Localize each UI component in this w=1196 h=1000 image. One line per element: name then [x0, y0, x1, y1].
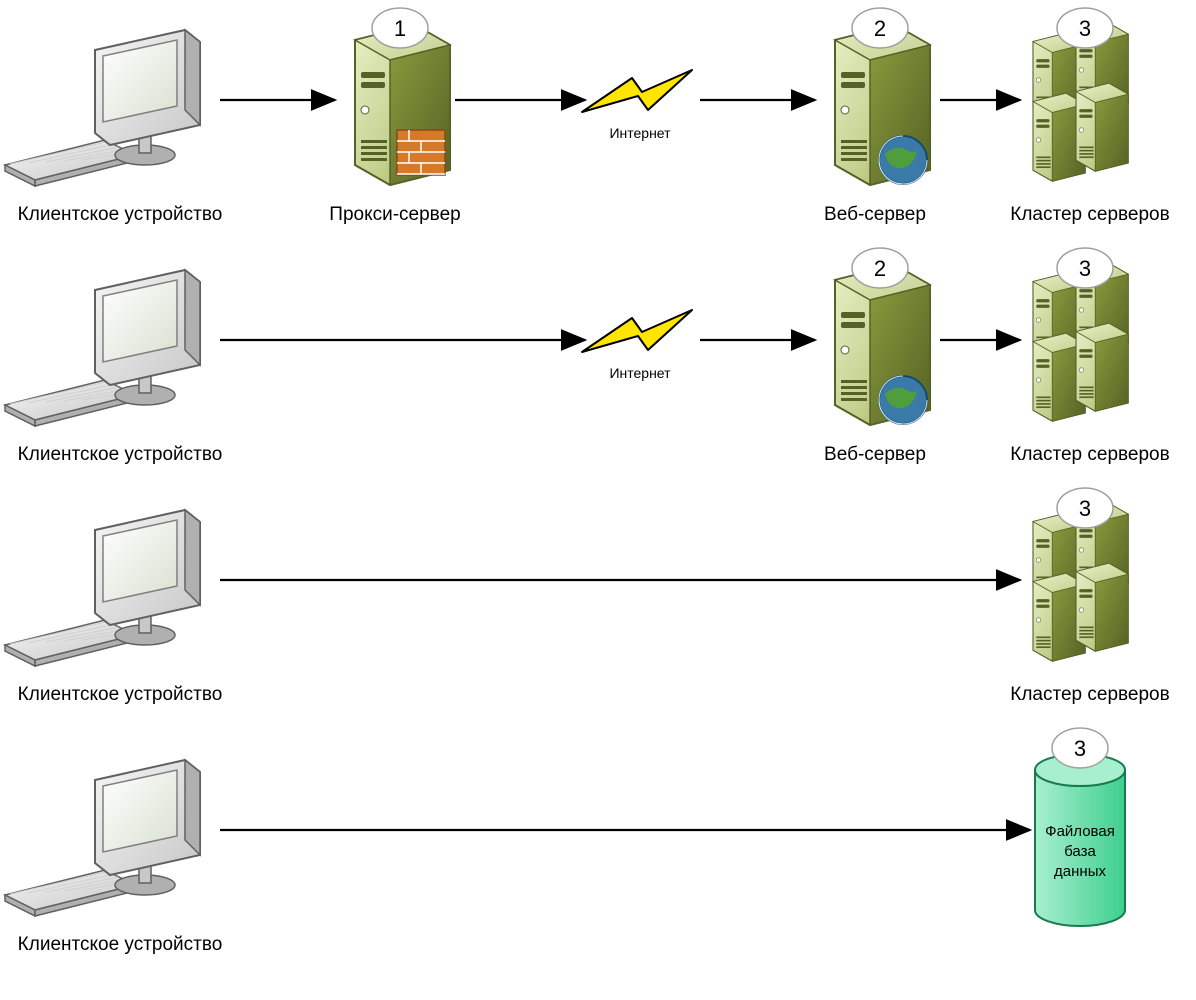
number-badge: 2 — [852, 8, 908, 48]
badge-number: 1 — [394, 16, 406, 41]
db-label-2: база — [1064, 843, 1096, 860]
number-badge: 3 — [1057, 248, 1113, 288]
internet-label: Интернет — [609, 125, 671, 141]
db-label-3: данных — [1054, 863, 1106, 880]
number-badge: 3 — [1052, 728, 1108, 768]
web-label: Веб-сервер — [824, 204, 926, 225]
firewall-icon — [397, 130, 445, 175]
badge-number: 3 — [1079, 16, 1091, 41]
badge-number: 2 — [874, 16, 886, 41]
cluster-label: Кластер серверов — [1010, 204, 1169, 225]
web-server — [835, 265, 930, 425]
badge-number: 2 — [874, 256, 886, 281]
client-label: Клиентское устройство — [18, 444, 223, 465]
number-badge: 2 — [852, 248, 908, 288]
number-badge: 3 — [1057, 488, 1113, 528]
badge-number: 3 — [1079, 256, 1091, 281]
badge-number: 3 — [1074, 736, 1086, 761]
number-badge: 3 — [1057, 8, 1113, 48]
file-database: Файловая база данных — [1035, 754, 1125, 926]
globe-icon — [879, 136, 927, 184]
client-label: Клиентское устройство — [18, 934, 223, 955]
badge-number: 3 — [1079, 496, 1091, 521]
client-label: Клиентское устройство — [18, 684, 223, 705]
web-server — [835, 25, 930, 185]
number-badge: 1 — [372, 8, 428, 48]
cluster-label: Кластер серверов — [1010, 684, 1169, 705]
globe-icon — [879, 376, 927, 424]
db-label-1: Файловая — [1045, 823, 1115, 840]
client-label: Клиентское устройство — [18, 204, 223, 225]
cluster-label: Кластер серверов — [1010, 444, 1169, 465]
web-label: Веб-сервер — [824, 444, 926, 465]
proxy-label: Прокси-сервер — [329, 204, 460, 225]
internet-label: Интернет — [609, 365, 671, 381]
proxy-server — [355, 25, 450, 185]
